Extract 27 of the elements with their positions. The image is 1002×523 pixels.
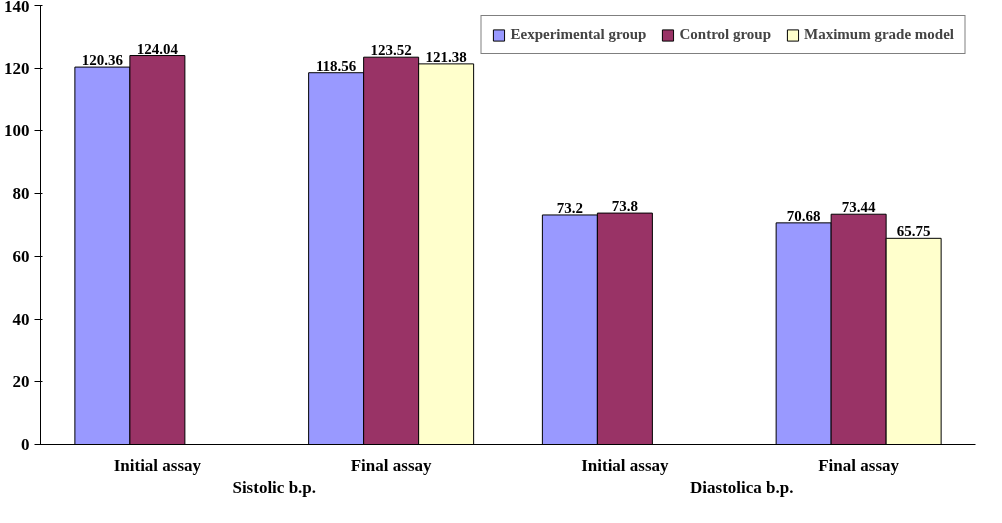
data-label: 124.04 — [136, 40, 179, 57]
y-tick-label: 100 — [4, 121, 30, 141]
legend-label: Control group — [679, 26, 772, 43]
y-tick-label: 120 — [4, 58, 30, 78]
data-label: 120.36 — [81, 52, 124, 69]
text: Sistolic b.p. — [232, 478, 317, 498]
y-tick-label: 80 — [12, 184, 30, 204]
y-tick-label: 140 — [4, 0, 30, 16]
data-label: 123.52 — [370, 42, 412, 59]
text: Diastolica b.p. — [690, 478, 794, 498]
x-tick-label: Final assay — [350, 455, 433, 475]
data-label: 73.44 — [841, 199, 876, 216]
x-tick-label: Initial assay — [581, 455, 670, 475]
data-label: 65.75 — [896, 223, 931, 240]
y-tick-label: 60 — [12, 246, 30, 266]
data-label: 73.8 — [611, 198, 638, 215]
y-tick-label: 0 — [21, 435, 30, 454]
y-tick-label: 20 — [12, 372, 30, 392]
data-label: 118.56 — [315, 57, 357, 74]
legend-label: Eexperimental group — [510, 26, 647, 43]
y-tick-label: 40 — [12, 309, 30, 329]
legend-label: Maximum grade model — [804, 26, 954, 43]
data-label: 73.2 — [556, 199, 583, 216]
x-tick-label: Final assay — [818, 455, 900, 475]
data-label: 121.38 — [425, 48, 467, 65]
data-label: 70.68 — [786, 207, 821, 224]
x-tick-label: Initial assay — [113, 455, 202, 475]
